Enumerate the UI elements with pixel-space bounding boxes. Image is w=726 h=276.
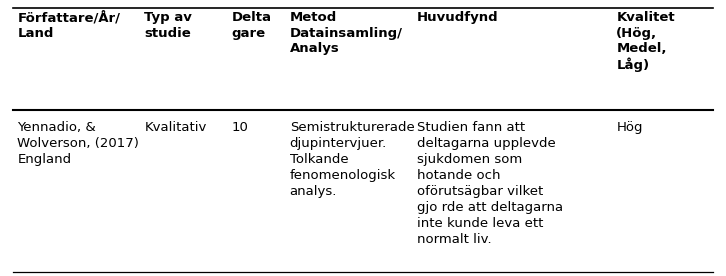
Text: 10: 10: [232, 121, 248, 134]
Text: Hög: Hög: [616, 121, 643, 134]
Text: Yennadio, &
Wolverson, (2017)
England: Yennadio, & Wolverson, (2017) England: [17, 121, 139, 166]
Text: Delta
gare: Delta gare: [232, 11, 272, 39]
Text: Studien fann att
deltagarna upplevde
sjukdomen som
hotande och
oförutsägbar vilk: Studien fann att deltagarna upplevde sju…: [417, 121, 563, 246]
Text: Författare/År/
Land: Författare/År/ Land: [17, 11, 121, 40]
Text: Kvalitativ: Kvalitativ: [144, 121, 207, 134]
Text: Kvalitet
(Hög,
Medel,
Låg): Kvalitet (Hög, Medel, Låg): [616, 11, 675, 73]
Text: Huvudfynd: Huvudfynd: [417, 11, 498, 24]
Text: Typ av
studie: Typ av studie: [144, 11, 192, 39]
Text: Semistrukturerade
djupintervjuer.
Tolkande
fenomenologisk
analys.: Semistrukturerade djupintervjuer. Tolkan…: [290, 121, 415, 198]
Text: Metod
Datainsamling/
Analys: Metod Datainsamling/ Analys: [290, 11, 403, 55]
